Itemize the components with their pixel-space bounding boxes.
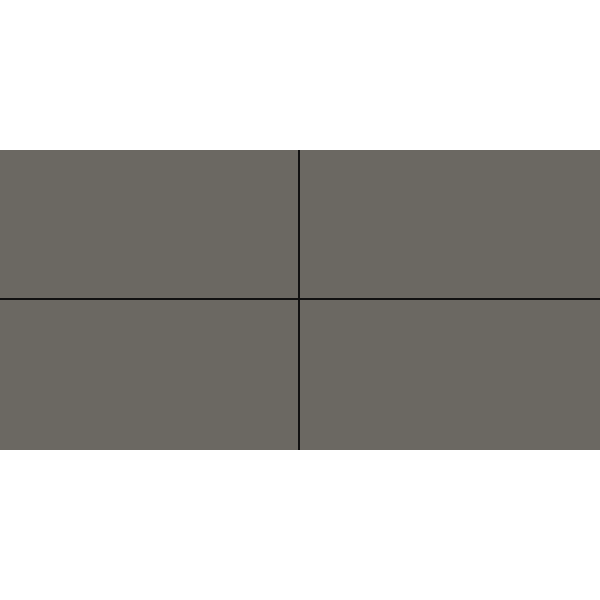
quadrant-bottom-left xyxy=(0,300,300,450)
gray-panel xyxy=(0,150,600,450)
vertical-divider xyxy=(298,150,300,450)
quadrant-top-left xyxy=(0,150,300,300)
quadrant-top-right xyxy=(300,150,600,300)
quadrant-bottom-right xyxy=(300,300,600,450)
horizontal-divider xyxy=(0,298,600,300)
